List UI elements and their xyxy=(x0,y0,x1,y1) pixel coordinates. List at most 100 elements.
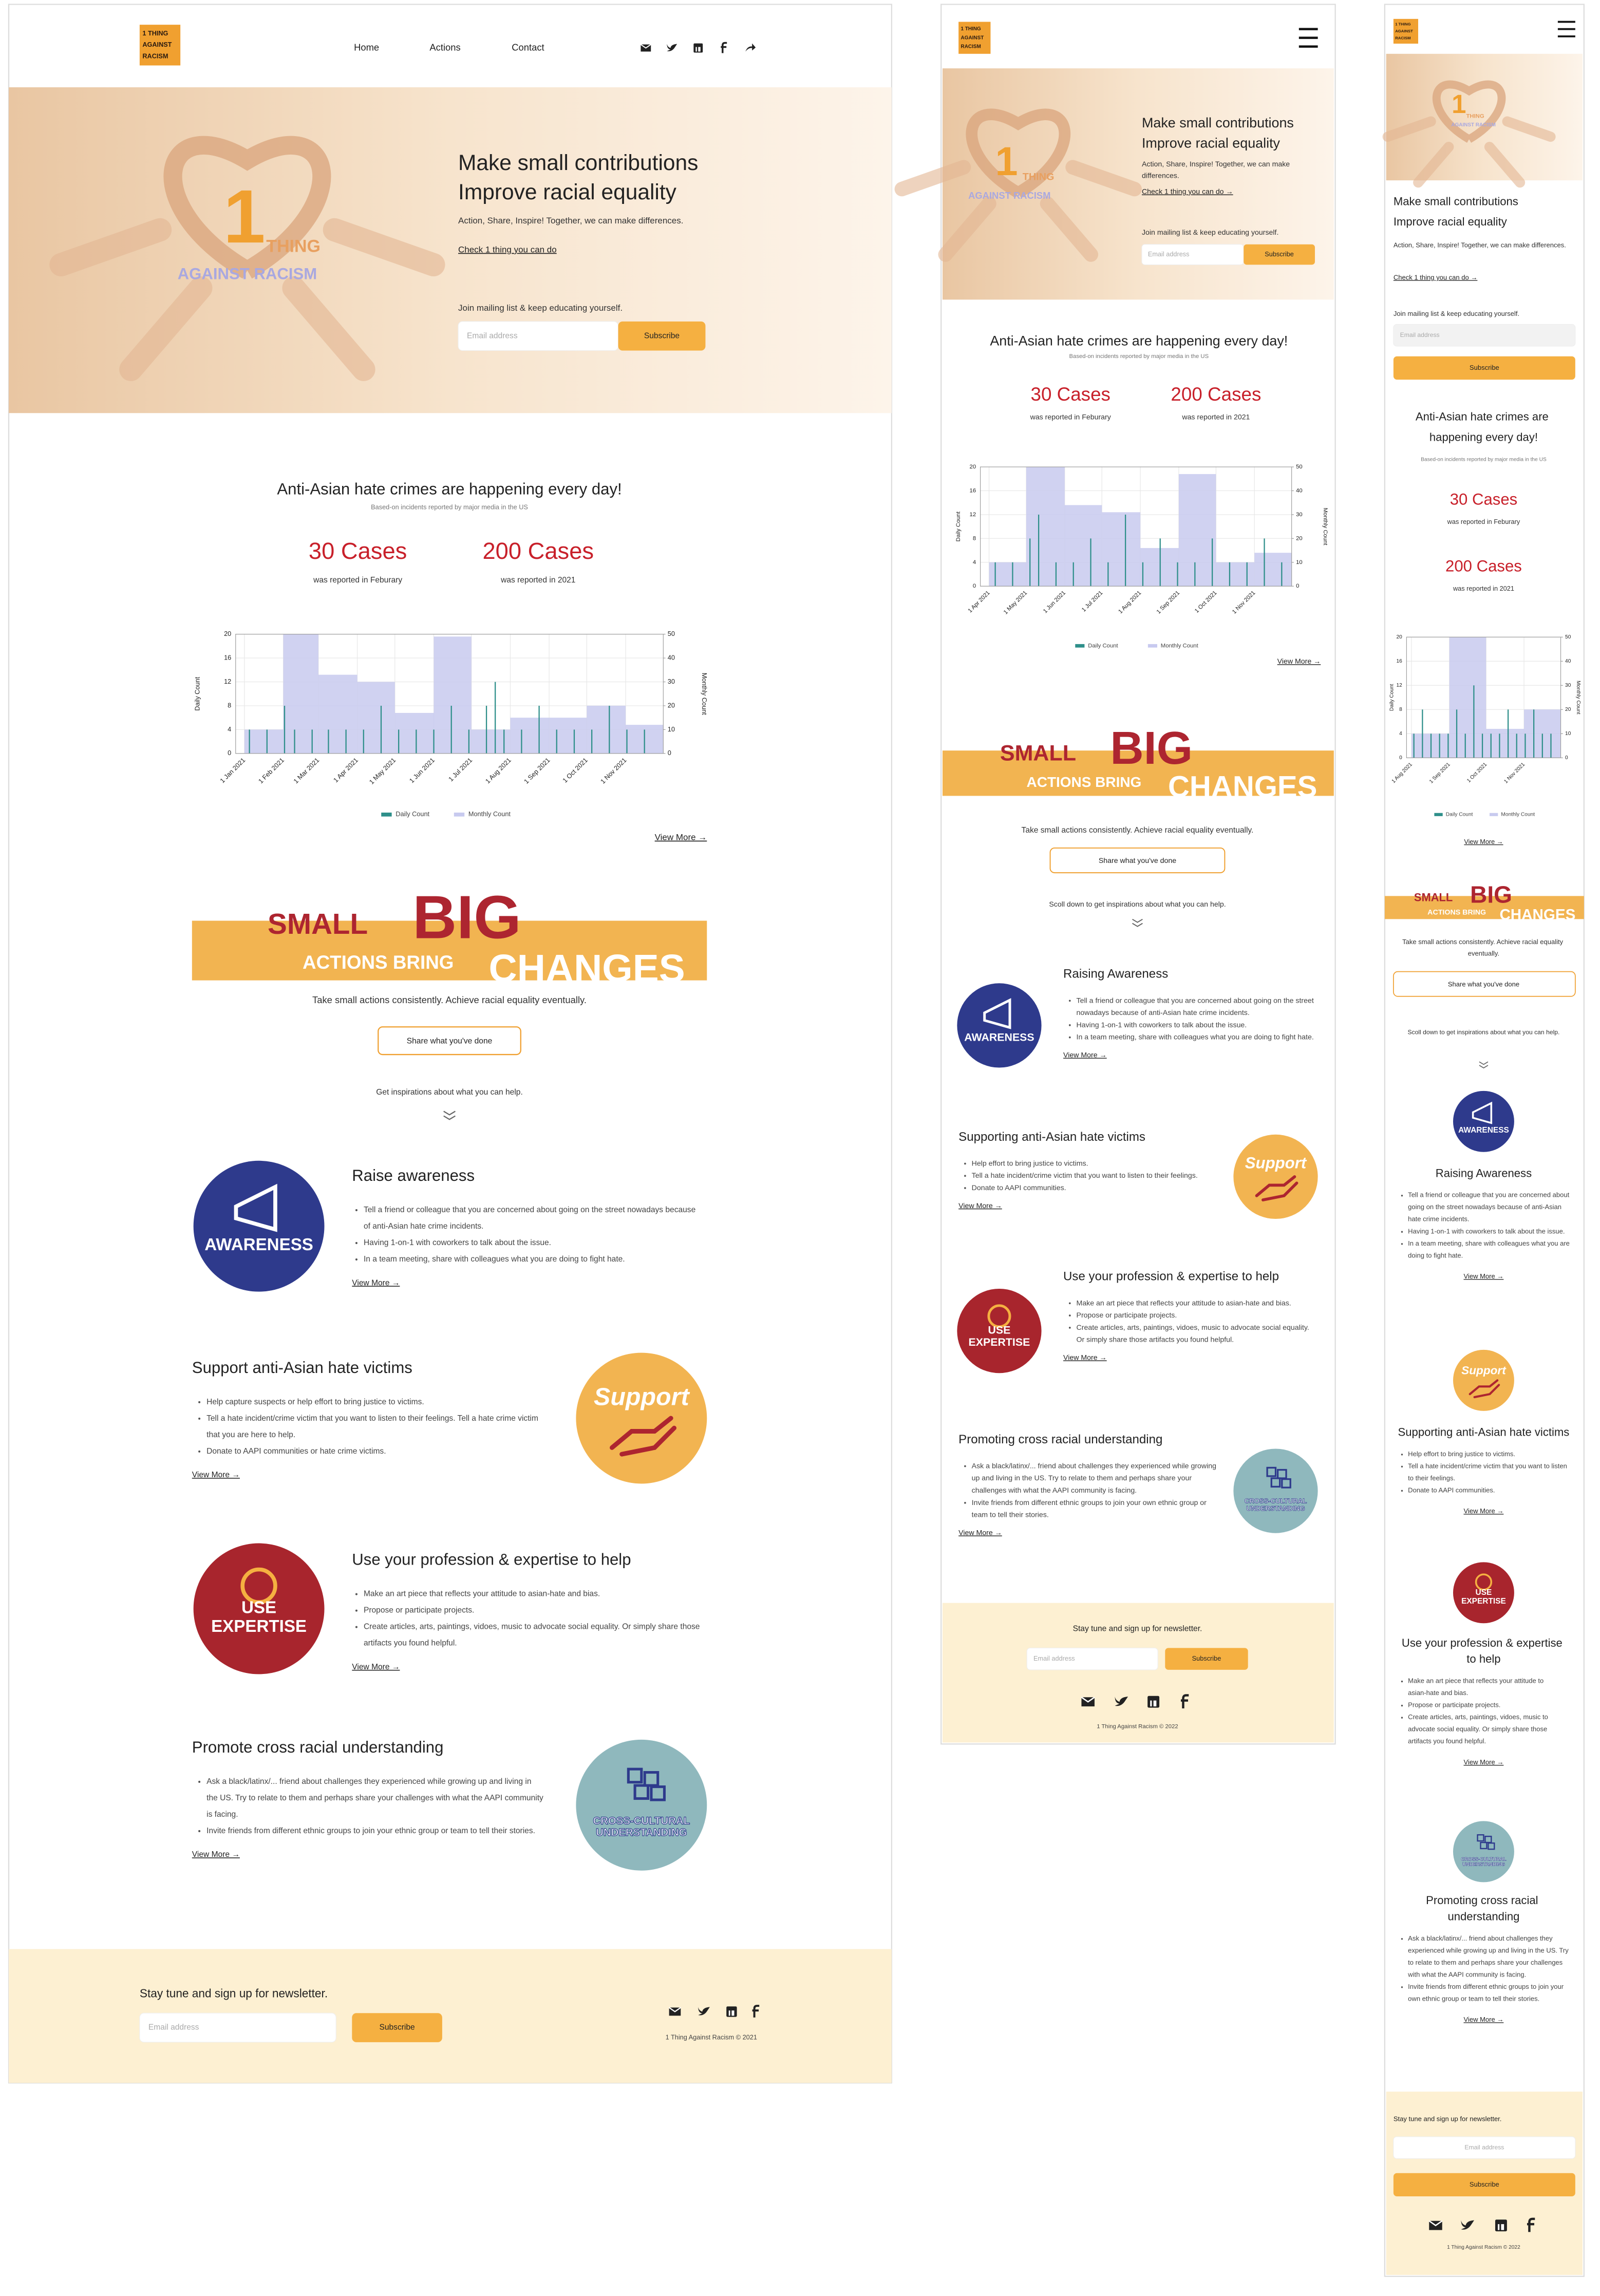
stats-source: Based-on incidents reported by major med… xyxy=(1069,353,1209,360)
email-input[interactable] xyxy=(458,321,619,351)
daily-bar xyxy=(556,729,557,754)
bullet-text: Donate to AAPI communities. xyxy=(972,1183,1066,1192)
megaphone-icon xyxy=(1472,1101,1493,1124)
email-input[interactable] xyxy=(1393,2136,1576,2159)
share-icon[interactable] xyxy=(745,43,756,52)
y-tick-label: 12 xyxy=(1397,683,1403,688)
share-button[interactable] xyxy=(1393,971,1576,997)
view-more-link[interactable]: View More → xyxy=(1464,1272,1504,1280)
legend-swatch xyxy=(1490,813,1498,816)
view-more-link[interactable]: View More → xyxy=(352,1663,400,1671)
hero-link[interactable]: Check 1 thing you can do xyxy=(458,245,557,255)
view-more-link[interactable]: View More → xyxy=(1063,1353,1107,1362)
daily-bar xyxy=(1142,562,1144,587)
monthly-bar xyxy=(1216,562,1255,587)
email-input[interactable] xyxy=(1393,324,1576,347)
daily-bar xyxy=(380,705,382,754)
daily-bar xyxy=(1038,514,1040,587)
view-more-link[interactable]: View More → xyxy=(958,1201,1002,1210)
nav-link[interactable]: Home xyxy=(354,42,379,52)
linkedin-icon[interactable] xyxy=(1495,2219,1507,2232)
view-more-link[interactable]: View More → xyxy=(1464,1507,1504,1515)
y2-axis-title: Monthly Count xyxy=(1322,508,1328,546)
y2-tick-label: 10 xyxy=(668,725,675,733)
email-input[interactable] xyxy=(139,2012,336,2043)
bullet-dot xyxy=(1401,1938,1403,1940)
art-word: THING xyxy=(1466,114,1484,120)
view-more-link[interactable]: View More → xyxy=(958,1528,1002,1536)
mail-icon-flap xyxy=(668,2007,681,2012)
subscribe-button[interactable] xyxy=(1165,1648,1248,1670)
twitter-icon[interactable] xyxy=(1115,1697,1128,1706)
facebook-icon[interactable] xyxy=(721,42,727,53)
nav-link[interactable]: Contact xyxy=(512,42,544,52)
view-more-link[interactable]: View More → xyxy=(1277,657,1321,665)
facebook-icon[interactable] xyxy=(1527,2217,1535,2232)
share-button[interactable] xyxy=(378,1026,521,1056)
hand-icon xyxy=(610,1416,677,1457)
subscribe-button[interactable] xyxy=(1393,2173,1575,2197)
bullet-dot xyxy=(964,1465,966,1467)
view-more-link[interactable]: View More → xyxy=(1464,2016,1504,2023)
facebook-icon[interactable] xyxy=(752,2005,760,2018)
twitter-icon[interactable] xyxy=(698,2007,710,2016)
daily-bar xyxy=(249,729,250,754)
hero-subtitle: Action, Share, Inspire! Together, we can… xyxy=(1394,241,1566,249)
bullet-dot xyxy=(964,1175,966,1177)
twitter-icon[interactable] xyxy=(1461,2220,1475,2230)
hands-heart xyxy=(1432,80,1506,143)
input-placeholder: Email address xyxy=(467,331,518,340)
view-more-link[interactable]: View More → xyxy=(352,1278,400,1287)
bullet-text: Ask a black/latinx/... friend about chal… xyxy=(1407,1934,1570,1979)
subscribe-button[interactable] xyxy=(352,2013,442,2042)
view-more-link[interactable]: View More → xyxy=(1464,838,1503,845)
hero-link[interactable]: Check 1 thing you can do → xyxy=(1142,187,1233,196)
subscribe-label: Subscribe xyxy=(379,2023,415,2032)
input-placeholder: Email address xyxy=(1400,331,1440,338)
daily-bar xyxy=(521,729,522,754)
monthly-bar xyxy=(1026,467,1065,587)
email-input[interactable] xyxy=(1026,1647,1158,1670)
hero-link[interactable]: Check 1 thing you can do → xyxy=(1394,273,1478,281)
linkedin-icon-mark xyxy=(731,2010,735,2016)
stat-value: 200 Cases xyxy=(1171,384,1261,405)
daily-bar xyxy=(345,729,347,754)
daily-bar xyxy=(363,729,364,754)
bullet-dot xyxy=(198,1780,201,1783)
daily-bar xyxy=(538,705,540,754)
facebook-icon[interactable] xyxy=(1181,1694,1189,1708)
badge-text: Support xyxy=(594,1383,690,1411)
daily-bar xyxy=(1507,709,1509,758)
daily-bar xyxy=(1456,709,1458,758)
share-button[interactable] xyxy=(1049,847,1226,874)
view-more-link[interactable]: View More → xyxy=(192,1850,240,1859)
badge-text: UNDERSTANDING xyxy=(596,1827,687,1838)
logo-text: RACISM xyxy=(142,52,168,60)
view-more-link[interactable]: View More → xyxy=(1464,1758,1504,1766)
y2-tick-label: 10 xyxy=(1296,559,1303,566)
bulb-icon xyxy=(1475,1573,1493,1591)
stat-note: was reported in Feburary xyxy=(1030,412,1112,421)
legend-label: Monthly Count xyxy=(1161,643,1199,649)
mail-icon-flap xyxy=(1081,1697,1095,1703)
bullet-text: Invite friends from different ethnic gro… xyxy=(206,1827,535,1835)
newsletter-text: Stay tune and sign up for newsletter. xyxy=(140,1986,328,2000)
bullet-text: Donate to AAPI communities or hate crime… xyxy=(206,1447,386,1456)
logo xyxy=(958,22,991,54)
monthly-bar xyxy=(549,718,587,754)
subscribe-button[interactable] xyxy=(618,321,706,351)
subscribe-button[interactable] xyxy=(1244,244,1315,265)
view-more-link[interactable]: View More → xyxy=(192,1471,240,1479)
nav-link[interactable]: Actions xyxy=(429,42,460,52)
view-more-link[interactable]: View More → xyxy=(1063,1050,1107,1059)
bullet-dot xyxy=(964,1187,966,1189)
view-more-link[interactable]: View More → xyxy=(655,833,707,842)
subscribe-button[interactable] xyxy=(1393,356,1575,380)
daily-bar xyxy=(1533,709,1535,758)
badge-text: UNDERSTANDING xyxy=(1246,1504,1305,1512)
twitter-icon[interactable] xyxy=(667,44,677,51)
bullet-dot xyxy=(1068,1024,1071,1026)
daily-bar xyxy=(284,705,286,754)
logo-text: 1 THING xyxy=(1395,22,1410,26)
daily-bar xyxy=(1413,733,1415,758)
